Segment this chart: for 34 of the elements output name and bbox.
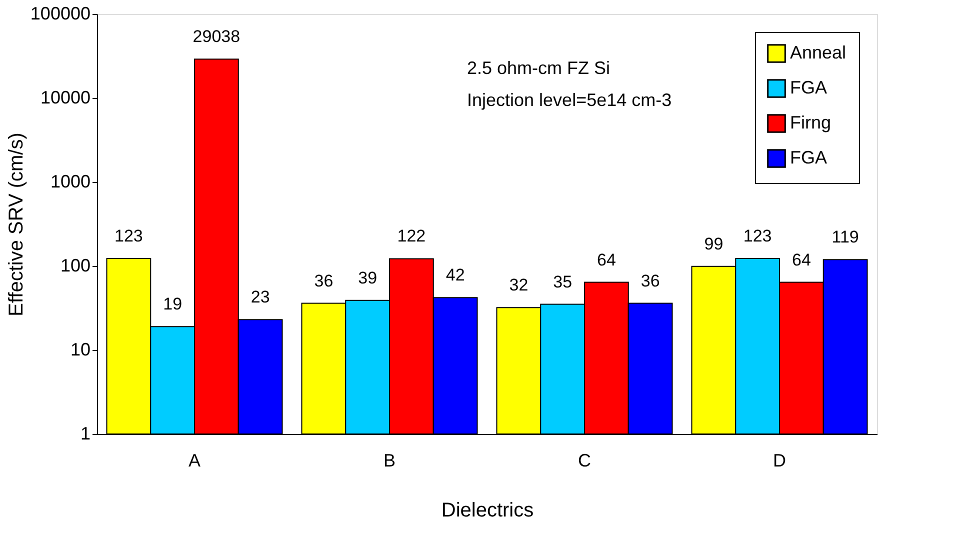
annotation: Injection level=5e14 cm-3 <box>467 90 672 110</box>
y-tick-label: 1000 <box>50 172 90 192</box>
x-tick-label: B <box>383 450 396 470</box>
data-label: 35 <box>553 272 572 292</box>
legend-label: Firng <box>790 112 832 132</box>
data-label: 36 <box>640 271 660 290</box>
data-label: 64 <box>792 250 811 270</box>
y-tick-label: 100000 <box>30 4 90 24</box>
y-tick-label: 10 <box>70 340 90 360</box>
data-label: 29038 <box>192 27 240 46</box>
y-tick-label: 100 <box>60 256 90 276</box>
x-tick-label: D <box>773 450 786 470</box>
annotation: 2.5 ohm-cm FZ Si <box>467 58 610 78</box>
x-axis-title: Dielectrics <box>441 500 534 522</box>
data-label: 119 <box>832 228 859 247</box>
data-label: 99 <box>704 234 724 254</box>
data-label: 39 <box>358 268 378 288</box>
y-axis-title: Effective SRV (cm/s) <box>5 132 28 316</box>
legend-label: FGA <box>790 78 828 98</box>
data-label: 23 <box>250 288 270 307</box>
data-label: 122 <box>397 226 426 246</box>
y-tick-label: 1 <box>80 424 90 444</box>
data-label: 36 <box>314 271 334 290</box>
data-label: 42 <box>446 266 465 285</box>
data-label: 123 <box>743 226 772 246</box>
data-label: 32 <box>509 276 528 295</box>
x-tick-label: A <box>188 450 201 470</box>
data-label: 123 <box>114 226 143 246</box>
y-tick-label: 10000 <box>40 88 90 108</box>
data-label: 64 <box>596 250 616 270</box>
legend-label: Anneal <box>790 42 846 62</box>
legend-label: FGA <box>790 148 828 168</box>
x-tick-label: C <box>578 450 591 470</box>
data-label: 19 <box>163 294 182 314</box>
